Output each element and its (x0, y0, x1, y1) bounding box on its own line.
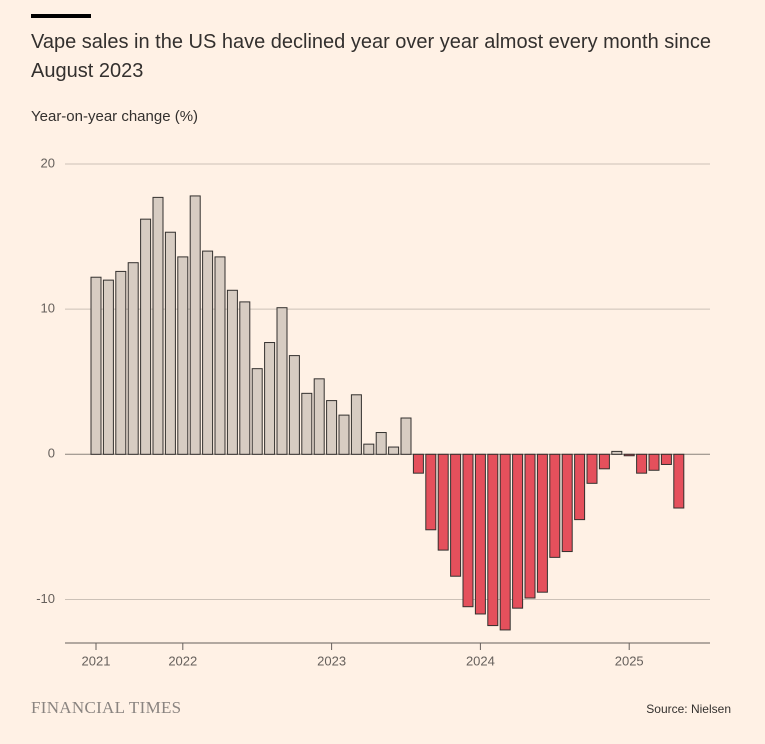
bar (574, 453, 586, 521)
bar (586, 453, 598, 484)
bar (239, 301, 251, 455)
bar (251, 368, 263, 455)
bar (437, 453, 449, 551)
bar (524, 453, 536, 599)
bar (549, 453, 561, 558)
bar (264, 342, 276, 455)
bar (536, 453, 548, 593)
brand-bar (31, 14, 91, 18)
bar (450, 453, 462, 577)
source: Source: Nielsen (646, 702, 731, 716)
x-tick-label: 2024 (466, 653, 495, 668)
bar (611, 450, 623, 455)
bar (412, 453, 424, 474)
bar (673, 453, 685, 509)
bar (214, 256, 226, 455)
bar (462, 453, 474, 608)
bar (313, 378, 325, 455)
x-tick-label: 2021 (82, 653, 111, 668)
bar (375, 432, 387, 455)
bar (140, 218, 152, 455)
bar (164, 231, 176, 455)
bar (350, 394, 362, 455)
x-tick-label: 2022 (168, 653, 197, 668)
bar (388, 446, 400, 455)
bar (226, 289, 238, 455)
bar (276, 307, 288, 455)
y-tick-label: 10 (41, 301, 55, 316)
chart-title: Vape sales in the US have declined year … (31, 31, 711, 82)
brand: FINANCIAL TIMES (31, 698, 182, 717)
bar (363, 443, 375, 455)
bar (202, 250, 214, 455)
bar (512, 453, 524, 609)
bar (499, 453, 511, 631)
bar (474, 453, 486, 615)
bar (623, 453, 635, 457)
bar (177, 256, 189, 455)
bar (152, 196, 164, 455)
bar (400, 417, 412, 455)
x-tick-label: 2025 (615, 653, 644, 668)
bar (288, 355, 300, 455)
bar (598, 453, 610, 470)
chart-subtitle: Year-on-year change (%) (31, 108, 199, 125)
bar (660, 453, 672, 465)
bar (127, 262, 139, 455)
bar (189, 195, 201, 455)
bar (425, 453, 437, 531)
bar (115, 270, 127, 455)
bar (487, 453, 499, 627)
bar (648, 453, 660, 471)
bar (636, 453, 648, 474)
y-tick-label: 0 (48, 446, 55, 461)
bar (102, 279, 114, 455)
bar (90, 276, 102, 455)
x-tick-label: 2023 (317, 653, 346, 668)
bar (561, 453, 573, 553)
bar (338, 414, 350, 455)
y-tick-label: -10 (36, 591, 55, 606)
bar (301, 392, 313, 455)
bar (326, 400, 338, 455)
y-tick-label: 20 (41, 155, 55, 170)
